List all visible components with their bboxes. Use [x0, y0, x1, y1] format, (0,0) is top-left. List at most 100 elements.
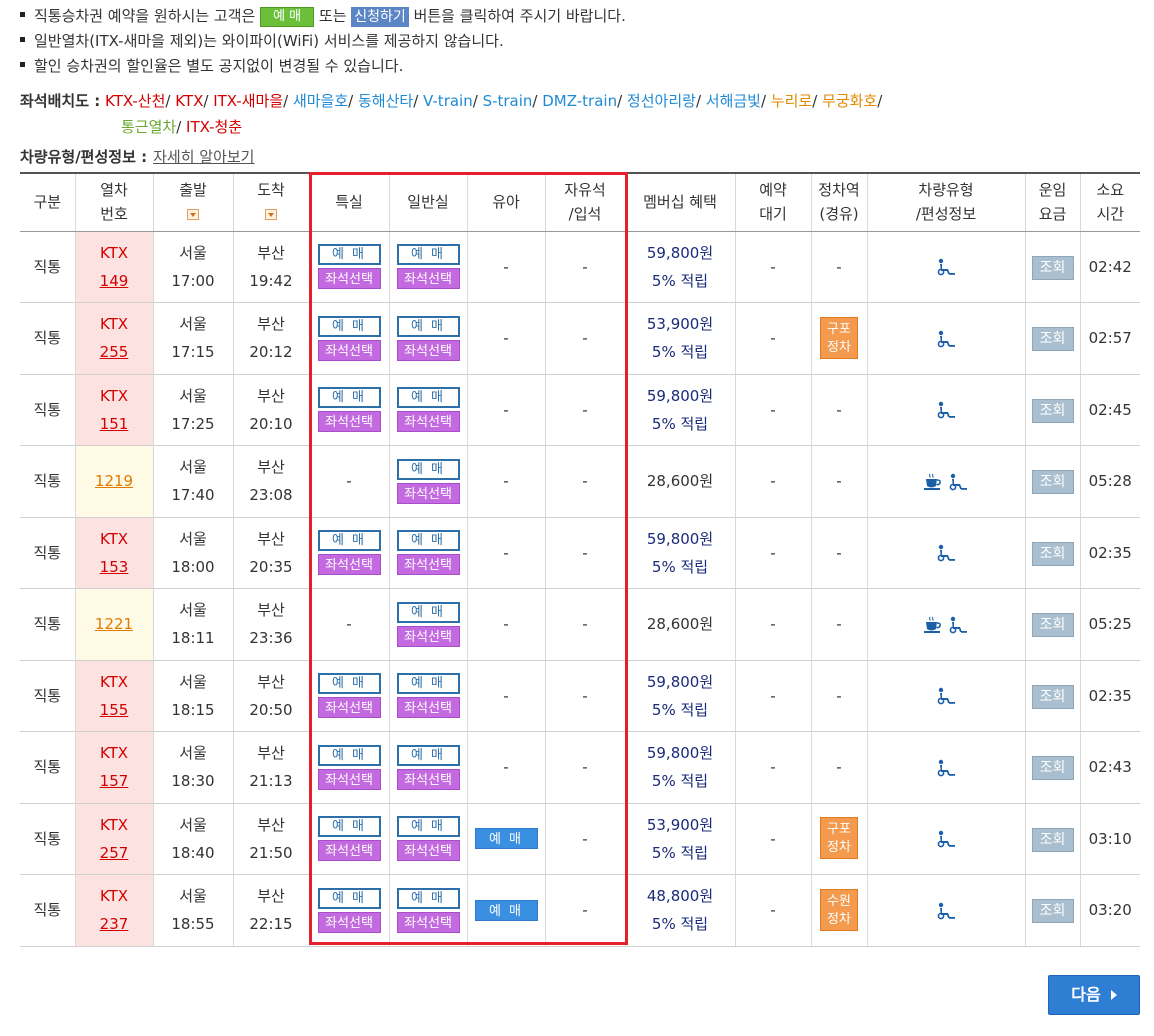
fare-inquiry-button[interactable]: 조회 [1031, 613, 1074, 638]
reserve-button[interactable]: 예 매 [396, 673, 460, 695]
seat-map-link[interactable]: 정선아리랑 [626, 92, 696, 110]
seat-select-button[interactable]: 좌석선택 [317, 339, 381, 361]
seat-map-link[interactable]: 새마을호 [292, 92, 349, 110]
train-number-link[interactable]: 237 [99, 915, 129, 934]
seat-map-link[interactable]: KTX [175, 92, 204, 110]
car-type-cell[interactable] [867, 803, 1026, 875]
car-type-cell[interactable] [867, 231, 1026, 303]
seat-map-link[interactable]: ITX-새마을 [213, 92, 284, 110]
train-number-link[interactable]: 257 [99, 843, 129, 862]
seat-map-link[interactable]: 서해금빛 [705, 92, 761, 110]
car-type-cell[interactable] [867, 302, 1026, 375]
depart-time: 18:15 [171, 700, 215, 719]
car-type-cell[interactable] [867, 374, 1026, 446]
arrive-station: 부산 [257, 458, 285, 477]
train-number-link[interactable]: 149 [99, 271, 129, 290]
reserve-button[interactable]: 예 매 [317, 244, 381, 266]
fare-inquiry-button[interactable]: 조회 [1031, 899, 1074, 924]
seat-map-link[interactable]: 누리로 [770, 92, 813, 110]
reserve-button[interactable]: 예 매 [396, 315, 460, 337]
seat-select-button[interactable]: 좌석선택 [317, 911, 381, 933]
seat-map-link[interactable]: 통근열차 [121, 118, 177, 136]
reserve-button[interactable]: 예 매 [396, 601, 460, 623]
seat-select-button[interactable]: 좌석선택 [317, 840, 381, 862]
reserve-button[interactable]: 예 매 [396, 244, 460, 266]
arrive-cell: 부산 21:50 [233, 803, 310, 875]
seat-map-link[interactable]: V-train [423, 92, 473, 110]
seat-select-button[interactable]: 좌석선택 [317, 697, 381, 719]
seat-select-button[interactable]: 좌석선택 [317, 554, 381, 576]
car-type-cell[interactable] [867, 660, 1026, 732]
seat-select-button[interactable]: 좌석선택 [396, 411, 460, 433]
reserve-button[interactable]: 예 매 [396, 387, 460, 409]
infant-reserve-button[interactable]: 예 매 [474, 899, 538, 921]
reserve-button[interactable]: 예 매 [317, 816, 381, 838]
seat-map-link[interactable]: S-train [482, 92, 533, 110]
stop-badge[interactable]: 구포 정차 [820, 316, 858, 359]
waitlist-cell: - [735, 302, 812, 375]
train-number-link[interactable]: 255 [99, 343, 129, 362]
train-number-link[interactable]: 151 [99, 414, 129, 433]
train-name: KTX [99, 529, 129, 548]
car-type-cell[interactable] [867, 731, 1026, 804]
train-number-link[interactable]: 1221 [94, 615, 134, 634]
fare-inquiry-button[interactable]: 조회 [1031, 541, 1074, 566]
reserve-button[interactable]: 예 매 [396, 744, 460, 766]
seat-select-button[interactable]: 좌석선택 [317, 268, 381, 290]
reserve-button[interactable]: 예 매 [317, 530, 381, 552]
train-number-link[interactable]: 157 [99, 772, 129, 791]
sort-icon[interactable] [265, 209, 277, 221]
seat-select-button[interactable]: 좌석선택 [396, 697, 460, 719]
seat-select-button[interactable]: 좌석선택 [317, 411, 381, 433]
next-button[interactable]: 다음 [1048, 975, 1140, 1015]
seat-map-link[interactable]: ITX-청춘 [186, 118, 243, 136]
reserve-button[interactable]: 예 매 [317, 315, 381, 337]
notice-item: 일반열차(ITX-새마을 제외)는 와이파이(WiFi) 서비스를 제공하지 않… [20, 29, 1140, 54]
empty-value: - [582, 615, 588, 634]
car-type-cell[interactable] [867, 445, 1026, 518]
seat-select-button[interactable]: 좌석선택 [396, 840, 460, 862]
seat-select-button[interactable]: 좌석선택 [396, 554, 460, 576]
fare-inquiry-button[interactable]: 조회 [1031, 827, 1074, 852]
seat-select-button[interactable]: 좌석선택 [396, 625, 460, 647]
car-type-cell[interactable] [867, 588, 1026, 661]
car-type-cell[interactable] [867, 874, 1026, 947]
seat-map-link[interactable]: DMZ-train [542, 92, 618, 110]
seat-select-button[interactable]: 좌석선택 [396, 482, 460, 504]
stop-badge[interactable]: 구포 정차 [820, 817, 858, 860]
train-number-link[interactable]: 153 [99, 557, 129, 576]
car-info-link[interactable]: 자세히 알아보기 [153, 148, 255, 166]
fare-inquiry-button[interactable]: 조회 [1031, 756, 1074, 781]
reserve-button[interactable]: 예 매 [396, 530, 460, 552]
train-number-link[interactable]: 1219 [94, 472, 134, 491]
reserve-button[interactable]: 예 매 [317, 744, 381, 766]
reserve-button[interactable]: 예 매 [317, 673, 381, 695]
reserve-button[interactable]: 예 매 [396, 458, 460, 480]
seat-map-link[interactable]: 동해산타 [357, 92, 414, 110]
fare-inquiry-button[interactable]: 조회 [1031, 398, 1074, 423]
train-number-link[interactable]: 155 [99, 700, 129, 719]
general-cell: 예 매 좌석선택 [389, 731, 468, 804]
stop-badge[interactable]: 수원 정차 [820, 888, 858, 931]
depart-time: 17:00 [171, 271, 215, 290]
seat-map-link[interactable]: KTX-산천 [105, 92, 166, 110]
infant-reserve-button[interactable]: 예 매 [474, 828, 538, 850]
fare-inquiry-button[interactable]: 조회 [1031, 470, 1074, 495]
reserve-button[interactable]: 예 매 [317, 887, 381, 909]
car-type-cell[interactable] [867, 517, 1026, 589]
depart-station: 서울 [179, 815, 207, 834]
depart-time: 17:25 [171, 414, 215, 433]
seat-select-button[interactable]: 좌석선택 [317, 768, 381, 790]
reserve-button[interactable]: 예 매 [396, 816, 460, 838]
fare-inquiry-button[interactable]: 조회 [1031, 255, 1074, 280]
seat-select-button[interactable]: 좌석선택 [396, 911, 460, 933]
seat-select-button[interactable]: 좌석선택 [396, 768, 460, 790]
reserve-button[interactable]: 예 매 [317, 387, 381, 409]
seat-select-button[interactable]: 좌석선택 [396, 339, 460, 361]
reserve-button[interactable]: 예 매 [396, 887, 460, 909]
sort-icon[interactable] [187, 209, 199, 221]
seat-select-button[interactable]: 좌석선택 [396, 268, 460, 290]
seat-map-link[interactable]: 무궁화호 [822, 92, 878, 110]
fare-inquiry-button[interactable]: 조회 [1031, 684, 1074, 709]
fare-inquiry-button[interactable]: 조회 [1031, 327, 1074, 352]
